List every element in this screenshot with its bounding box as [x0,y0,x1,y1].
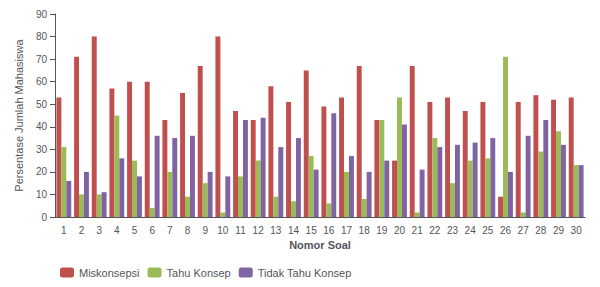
svg-text:40: 40 [36,121,48,132]
svg-text:23: 23 [447,225,459,236]
svg-text:Tahu Konsep: Tahu Konsep [167,267,231,279]
svg-text:26: 26 [500,225,512,236]
svg-text:30: 30 [571,225,583,236]
svg-text:11: 11 [235,225,246,236]
svg-text:20: 20 [36,166,48,177]
svg-text:5: 5 [132,225,138,236]
svg-text:60: 60 [36,76,48,87]
svg-text:18: 18 [359,225,371,236]
svg-text:80: 80 [36,31,48,42]
svg-text:15: 15 [306,225,318,236]
svg-text:3: 3 [96,225,102,236]
svg-text:27: 27 [518,225,530,236]
svg-text:Miskonsepsi: Miskonsepsi [79,267,140,279]
svg-text:21: 21 [412,225,424,236]
svg-text:7: 7 [167,225,173,236]
svg-text:8: 8 [185,225,191,236]
svg-text:Tidak Tahu Konsep: Tidak Tahu Konsep [258,267,352,279]
svg-text:30: 30 [36,144,48,155]
svg-text:0: 0 [41,212,47,223]
svg-text:2: 2 [79,225,85,236]
svg-text:9: 9 [202,225,208,236]
svg-text:24: 24 [465,225,477,236]
svg-text:6: 6 [149,225,155,236]
svg-text:10: 10 [217,225,229,236]
svg-text:25: 25 [482,225,494,236]
svg-text:Persentase Jumlah Mahasiswa: Persentase Jumlah Mahasiswa [13,39,25,192]
svg-text:29: 29 [553,225,565,236]
svg-text:22: 22 [429,225,441,236]
svg-text:14: 14 [288,225,300,236]
svg-text:10: 10 [36,189,48,200]
svg-text:12: 12 [253,225,265,236]
svg-text:1: 1 [61,225,67,236]
svg-text:13: 13 [270,225,282,236]
svg-text:28: 28 [535,225,547,236]
svg-text:19: 19 [376,225,388,236]
svg-text:17: 17 [341,225,353,236]
svg-text:20: 20 [394,225,406,236]
svg-text:Nomor Soal: Nomor Soal [289,239,351,251]
svg-text:90: 90 [36,9,48,20]
svg-text:50: 50 [36,99,48,110]
svg-text:70: 70 [36,54,48,65]
svg-text:16: 16 [323,225,335,236]
svg-text:4: 4 [114,225,120,236]
